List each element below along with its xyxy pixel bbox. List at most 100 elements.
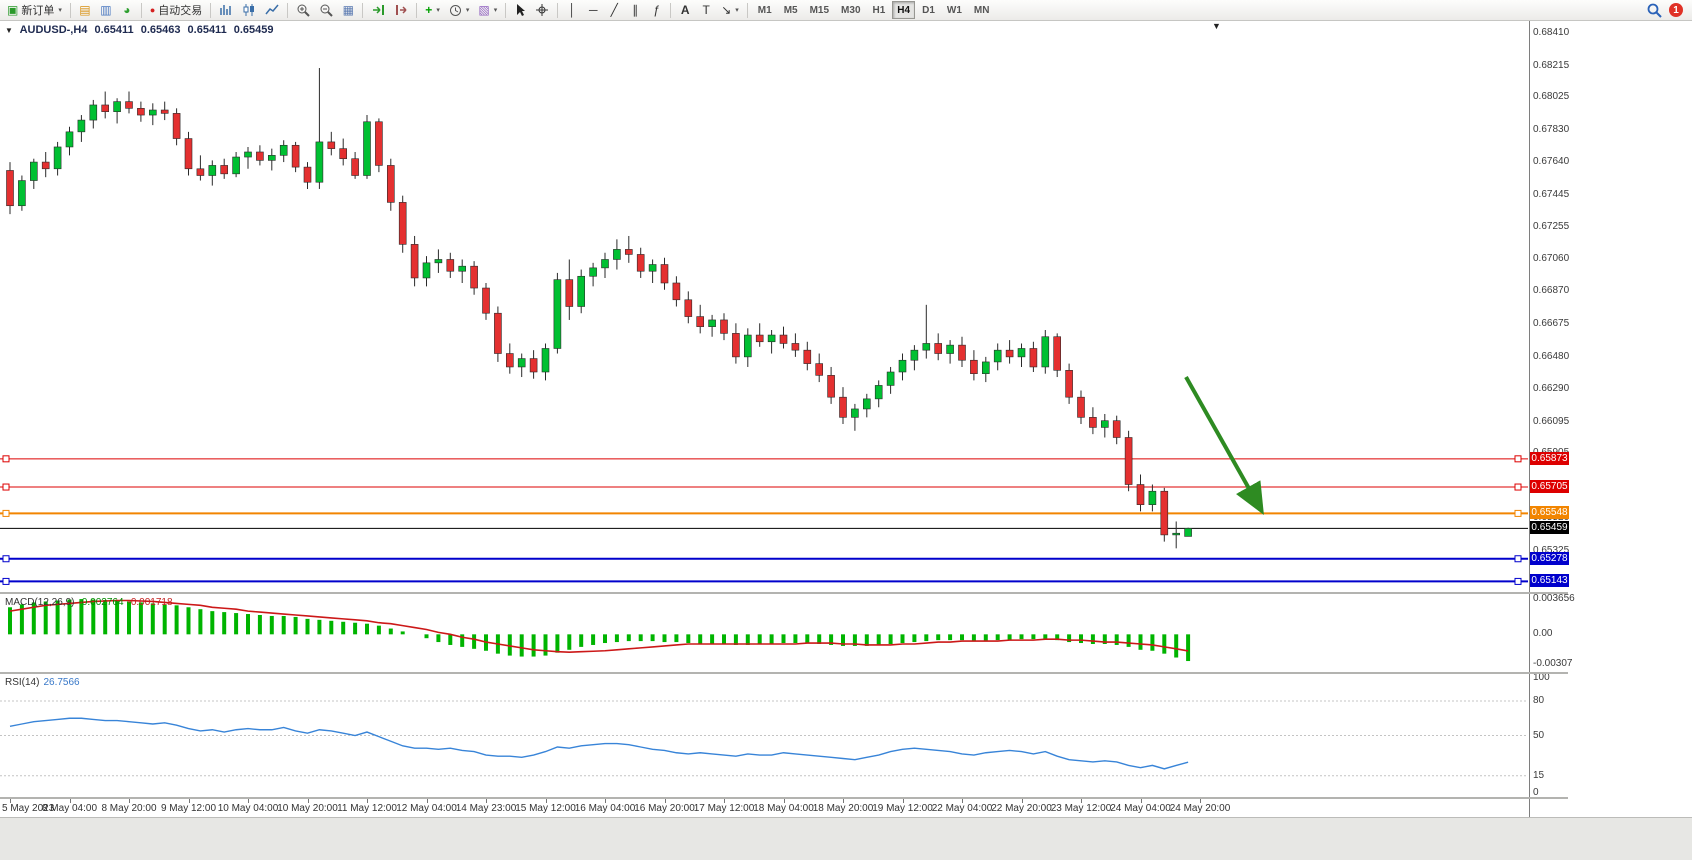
new-order-button[interactable]: ▣ 新订单 ▾ <box>3 1 66 19</box>
arrows-button[interactable]: ↘ ▾ <box>717 1 743 19</box>
time-label: 18 May 04:00 <box>753 803 814 814</box>
search-button[interactable] <box>1643 1 1666 19</box>
rsi-panel-canvas[interactable] <box>0 674 1528 797</box>
channel-icon: ∥ <box>632 3 639 17</box>
macd-panel-canvas[interactable] <box>0 594 1528 672</box>
macd-axis-label: 0.003656 <box>1533 593 1575 604</box>
templates-button[interactable]: ▧ ▾ <box>474 1 501 19</box>
price-tag: 0.65143 <box>1530 574 1569 588</box>
fibonacci-button[interactable]: ƒ <box>646 1 666 19</box>
horizontal-line-button[interactable]: ─ <box>583 1 603 19</box>
panel-splitter[interactable] <box>0 797 1568 799</box>
ohlc-toggle-icon[interactable]: ▼ <box>5 26 13 35</box>
timeframe-button-m5[interactable]: M5 <box>779 1 803 19</box>
time-tick <box>1140 799 1142 803</box>
zoom-in-icon <box>297 4 311 17</box>
notification-badge[interactable]: 1 <box>1669 3 1683 17</box>
time-label: 10 May 20:00 <box>277 803 338 814</box>
price-axis-main: 0.68410 0.68215 0.68025 0.67830 0.67640 0.674… <box>1530 21 1569 592</box>
price-axis[interactable]: 0.68410 0.68215 0.68025 0.67830 0.67640 0.674… <box>1529 21 1575 817</box>
price-tag: 0.65873 <box>1530 451 1569 465</box>
price-axis-label: 0.65325 <box>1533 544 1570 556</box>
text-button[interactable]: A <box>675 1 695 19</box>
main-chart-canvas[interactable] <box>0 21 1528 592</box>
time-tick <box>962 799 963 803</box>
trendline-icon: ╱ <box>610 3 618 17</box>
time-label: 16 May 04:00 <box>574 803 636 814</box>
timeframe-button-d1[interactable]: D1 <box>917 1 940 19</box>
auto-trading-button[interactable]: ● 自动交易 <box>146 1 206 19</box>
price-tag: 0.65278 <box>1530 551 1569 565</box>
templates-icon: ▧ <box>478 3 490 17</box>
chevron-down-icon: ▾ <box>436 7 440 14</box>
chart-shift-marker-icon[interactable]: ▼ <box>1212 21 1221 31</box>
chevron-down-icon: ▾ <box>735 7 739 14</box>
vertical-line-button[interactable]: │ <box>562 1 582 19</box>
time-label: 10 May 04:00 <box>217 803 279 814</box>
market-watch-button[interactable]: ◕ <box>117 1 137 19</box>
zoom-out-button[interactable] <box>315 1 337 19</box>
toolbar-separator <box>69 2 71 18</box>
horizontal-line-objects[interactable] <box>0 455 1528 585</box>
label-button[interactable]: T <box>696 1 716 19</box>
tile-windows-button[interactable]: ▦ <box>338 1 358 19</box>
time-tick <box>188 799 190 803</box>
trendline-button[interactable]: ╱ <box>604 1 624 19</box>
macd-label: MACD(12,26,9) <box>5 597 75 608</box>
rsi-line <box>9 717 1189 770</box>
chevron-down-icon: ▾ <box>493 7 498 14</box>
periods-button[interactable]: ▾ <box>445 1 474 19</box>
bar-chart-button[interactable] <box>215 1 237 19</box>
timeframe-button-m15[interactable]: M15 <box>805 1 834 19</box>
timeframe-button-m1[interactable]: M1 <box>753 1 777 19</box>
indicators-button[interactable]: + ▾ <box>421 1 444 19</box>
time-axis[interactable]: 5 May 2023 8 May 04:00 8 May 20:00 9 May 12… <box>0 799 1528 817</box>
time-tick <box>902 799 904 803</box>
macd-header: MACD(12,26,9) -0.002764 -0.001718 <box>5 597 173 608</box>
line-chart-button[interactable] <box>261 1 283 19</box>
crosshair-button[interactable] <box>531 1 553 19</box>
close-value: 0.65459 <box>233 24 274 36</box>
price-axis-label: 0.68215 <box>1533 59 1570 71</box>
new-order-label: 新订单 <box>21 5 55 17</box>
price-axis-label: 0.67255 <box>1533 220 1570 232</box>
window-bottom-strip <box>0 817 1692 860</box>
timeframe-button-m30[interactable]: M30 <box>836 1 865 19</box>
time-tick <box>10 799 11 803</box>
equidistant-channel-button[interactable]: ∥ <box>625 1 645 19</box>
toolbar-separator <box>670 2 672 18</box>
price-axis-label: 0.67060 <box>1533 253 1570 265</box>
auto-scroll-button[interactable] <box>367 1 389 19</box>
profiles-icon: ▥ <box>100 3 112 17</box>
macd-signal-value: -0.001718 <box>127 597 173 608</box>
zoom-in-button[interactable] <box>292 1 314 19</box>
arrows-icon: ↘ <box>721 3 732 17</box>
panel-splitter[interactable] <box>0 592 1568 594</box>
price-axis-label: 0.66290 <box>1533 382 1570 394</box>
toolbar-separator <box>505 2 507 18</box>
new-chart-button[interactable]: ▤ <box>75 1 95 19</box>
profiles-button[interactable]: ▥ <box>96 1 116 19</box>
time-label: 22 May 20:00 <box>991 803 1052 814</box>
cursor-button[interactable] <box>510 1 530 19</box>
timeframe-button-mn[interactable]: MN <box>969 1 995 19</box>
time-label: 19 May 12:00 <box>872 803 933 814</box>
timeframe-button-h4[interactable]: H4 <box>892 1 916 19</box>
cursor-icon <box>517 4 526 16</box>
price-axis-label: 0.67445 <box>1533 188 1570 200</box>
chart-shift-button[interactable] <box>390 1 412 19</box>
panel-splitter[interactable] <box>0 672 1568 674</box>
chart-window: ▼ AUDUSD-,H4 0.65411 0.65463 0.65411 0.6… <box>0 21 1575 817</box>
rsi-label: RSI(14) <box>5 677 40 688</box>
horizontal-line-icon: ─ <box>588 3 598 17</box>
candlestick-chart-button[interactable] <box>238 1 260 19</box>
high-value: 0.65463 <box>140 24 181 36</box>
auto-trading-status-icon: ● <box>149 5 156 15</box>
toolbar: ▣ 新订单 ▾ ▤ ▥ ◕ ● 自动交易 ▦ + ▾ ▾ ▧ ▾ <box>0 0 1692 21</box>
zoom-out-icon <box>320 4 334 17</box>
toolbar-separator <box>287 2 289 18</box>
price-axis-label: 0.66870 <box>1533 285 1570 297</box>
trend-arrow[interactable] <box>1184 376 1264 515</box>
timeframe-button-w1[interactable]: W1 <box>942 1 967 19</box>
timeframe-button-h1[interactable]: H1 <box>868 1 891 19</box>
